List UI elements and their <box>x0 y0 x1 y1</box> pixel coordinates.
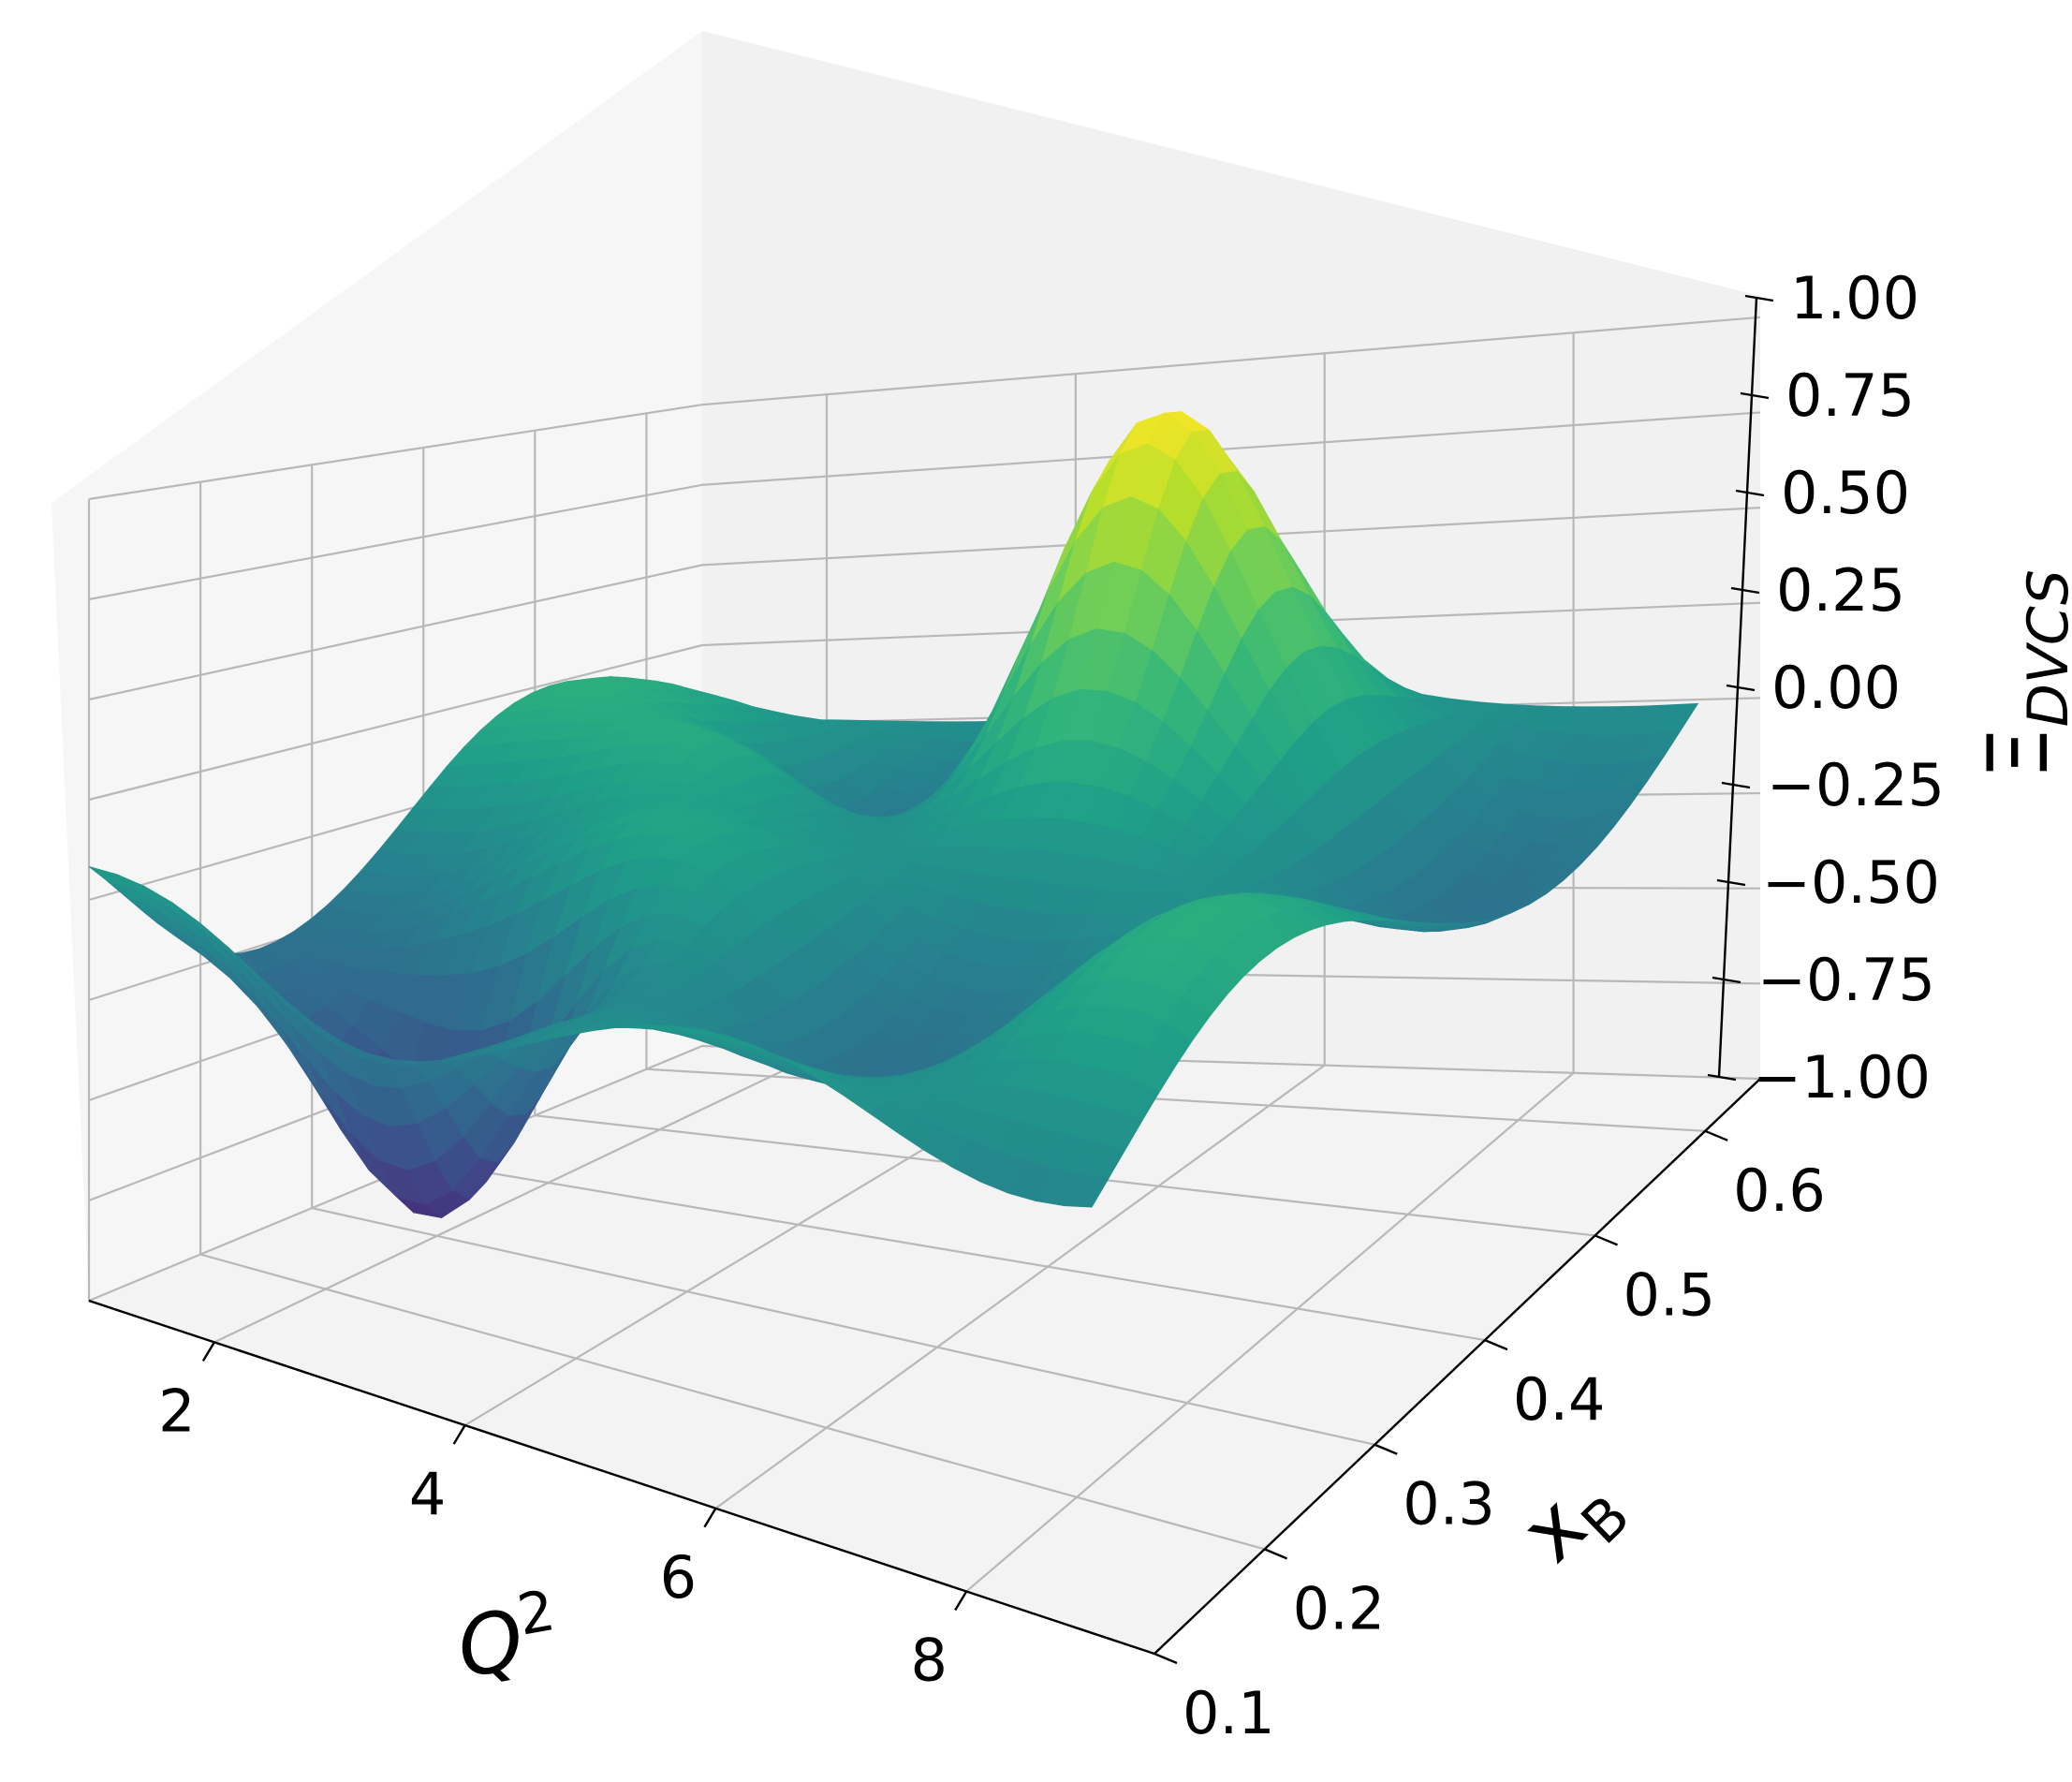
x-tick-1 <box>452 1424 466 1445</box>
z-tick-label-8: 1.00 <box>1790 264 1919 332</box>
z-tick-8 <box>1744 294 1774 302</box>
y-tick-5 <box>1704 1129 1728 1141</box>
z-tick-label-3: −0.25 <box>1767 751 1945 819</box>
y-tick-label-0: 0.1 <box>1183 1679 1275 1747</box>
x-axis-line <box>88 1299 1155 1656</box>
axes: 2 4 6 8 0.1 0.20.3 0.4 0.50.6 −1.00 −0.75 −0.50 −0.… <box>88 264 1945 1747</box>
grid-line-z-0 <box>88 1044 1761 1303</box>
x-tick-label-2: 6 <box>660 1543 697 1612</box>
z-tick-2 <box>1716 878 1746 887</box>
z-axis-title-sub: DVCS <box>2016 569 2072 727</box>
z-tick-6 <box>1735 489 1765 497</box>
x-tick-label-1: 4 <box>409 1460 446 1528</box>
y-tick-label-4: 0.5 <box>1624 1260 1716 1329</box>
z-tick-label-2: −0.50 <box>1762 848 1940 917</box>
y-tick-4 <box>1594 1234 1619 1246</box>
x-tick-3 <box>954 1590 968 1612</box>
x-tick-0 <box>201 1341 215 1362</box>
y-tick-2 <box>1374 1443 1398 1455</box>
z-tick-7 <box>1740 391 1770 400</box>
z-axis-title-main: Ξ <box>1970 727 2066 779</box>
x-axis-title: Q2 <box>449 1578 566 1697</box>
y-tick-1 <box>1264 1548 1288 1560</box>
grid-line-z-8 <box>88 316 1761 501</box>
floor-pane <box>89 1046 1760 1654</box>
z-tick-1 <box>1712 976 1741 984</box>
grid-line-z-5 <box>88 601 1761 802</box>
y-tick-label-1: 0.2 <box>1293 1574 1386 1642</box>
y-tick-label-3: 0.4 <box>1513 1365 1606 1434</box>
z-tick-0 <box>1707 1073 1737 1082</box>
y-axis-line <box>1154 1078 1761 1655</box>
z-tick-label-7: 0.75 <box>1785 361 1915 430</box>
y-tick-0 <box>1154 1652 1178 1665</box>
z-tick-5 <box>1730 586 1760 595</box>
grid-line-z-7 <box>88 411 1761 601</box>
z-tick-3 <box>1721 781 1751 789</box>
z-tick-4 <box>1726 684 1756 692</box>
x-tick-label-3: 8 <box>910 1626 947 1694</box>
z-tick-label-5: 0.25 <box>1776 556 1905 625</box>
surface <box>88 411 1699 1218</box>
z-tick-label-6: 0.50 <box>1781 459 1910 527</box>
x-tick-2 <box>703 1508 717 1528</box>
y-tick-label-5: 0.6 <box>1733 1156 1826 1225</box>
z-tick-label-1: −0.75 <box>1757 946 1935 1014</box>
grid-line-z-6 <box>88 507 1761 701</box>
z-tick-label-0: −1.00 <box>1753 1043 1931 1112</box>
z-axis-title: ΞDVCS <box>1970 569 2072 779</box>
y-axis-title: xB <box>1502 1451 1642 1591</box>
y-tick-label-2: 0.3 <box>1403 1470 1495 1539</box>
z-tick-label-4: 0.00 <box>1771 654 1901 722</box>
y-tick-3 <box>1484 1338 1508 1351</box>
x-tick-label-0: 2 <box>158 1377 195 1445</box>
surface-patch <box>1063 1173 1109 1208</box>
